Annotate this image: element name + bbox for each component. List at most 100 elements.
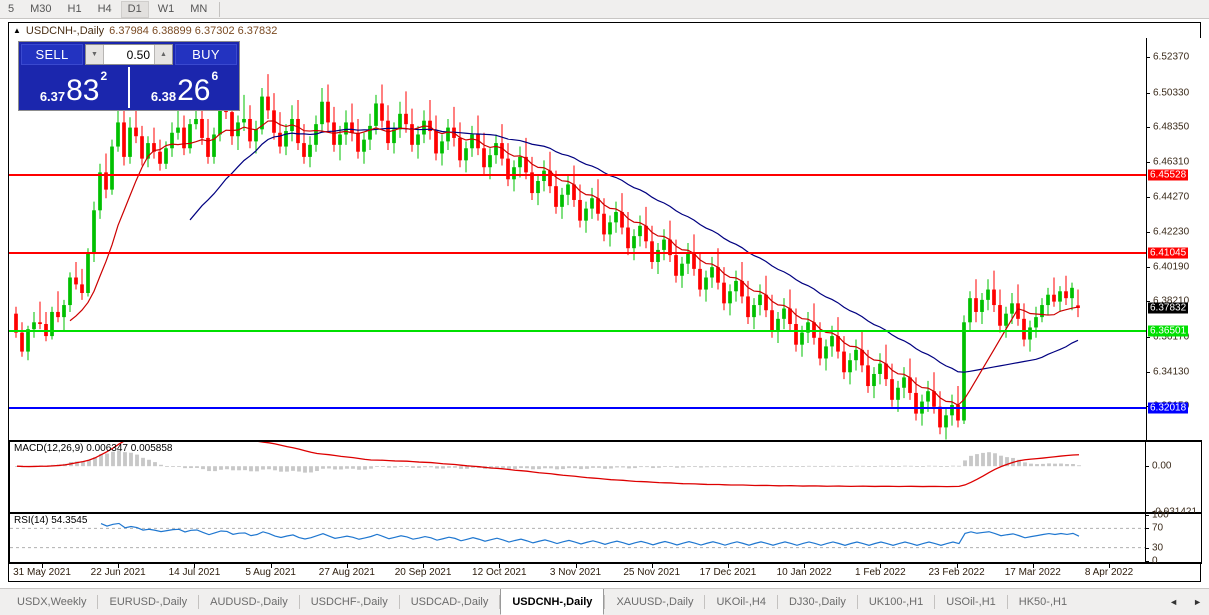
pivot-line[interactable] (9, 407, 1161, 410)
date-tick (727, 564, 729, 568)
tab-divider (1006, 595, 1008, 609)
rsi-scale[interactable]: 100 70 30 0 (1145, 510, 1201, 567)
sell-price-prefix: 6.37 (39, 89, 66, 104)
macd-tick (1146, 466, 1149, 468)
chevron-up-icon[interactable]: ▲ (154, 45, 172, 64)
resistance-line[interactable] (9, 251, 1161, 254)
date-axis[interactable]: 31 May 2021 22 Jun 2021 14 Jul 2021 5 Aug 2… (9, 563, 1202, 581)
tab-divider (856, 595, 858, 609)
resistance-price-label[interactable]: 6.41045 (1148, 247, 1189, 259)
chart-tab-audusd-daily[interactable]: AUDUSD-,Daily (210, 596, 288, 608)
date-tick-label: 8 Apr 2022 (1084, 567, 1134, 578)
sell-price[interactable]: 6.37 83 2 (19, 67, 128, 108)
volume-input[interactable]: 0.50 (126, 47, 150, 62)
date-tick (575, 564, 577, 568)
timeframe-button-5[interactable]: 5 (8, 2, 15, 15)
date-tick-label: 10 Jan 2022 (776, 567, 832, 578)
date-tick-label: 31 May 2021 (13, 567, 71, 578)
macd-pane[interactable]: MACD(12,26,9) 0.006347 0.005858 0.00 -0.0… (9, 441, 1202, 518)
price-tick (1147, 92, 1150, 94)
resistance-line[interactable] (9, 174, 1161, 177)
date-tick (804, 564, 806, 568)
chart-tab-uk100-h1[interactable]: UK100-,H1 (868, 596, 924, 608)
chart-tab-usdcnh-daily[interactable]: USDCNH-,Daily (500, 589, 605, 615)
tab-divider (499, 595, 501, 609)
price-tick (1147, 371, 1150, 373)
chart-tab-ukoil-h4[interactable]: UKOil-,H4 (716, 596, 766, 608)
date-tick-label: 1 Feb 2022 (855, 567, 906, 578)
price-tick-label: 6.44270 (1153, 191, 1190, 203)
date-tick-label: 5 Aug 2021 (245, 567, 296, 578)
triangle-left-icon[interactable]: ◄ (1169, 597, 1179, 607)
price-tick-label: 6.48350 (1153, 121, 1190, 133)
chart-tab-dj30-daily[interactable]: DJ30-,Daily (788, 596, 846, 608)
date-tick-label: 17 Dec 2021 (699, 567, 757, 578)
current-price-price-label[interactable]: 6.37832 (1148, 302, 1189, 314)
timeframe-button-w1[interactable]: W1 (157, 2, 175, 15)
price-tick-label: 6.52370 (1153, 51, 1190, 63)
macd-tick-label: 0.00 (1152, 460, 1172, 472)
chart-tab-hk50-h1[interactable]: HK50-,H1 (1018, 596, 1068, 608)
chart-tab-usdx-weekly[interactable]: USDX,Weekly (17, 596, 87, 608)
tab-divider (398, 595, 400, 609)
pivot-price-label[interactable]: 6.32018 (1148, 402, 1189, 414)
one-click-trading-panel[interactable]: SELL ▼ 0.50 ▲ BUY 6.37 83 2 6.38 26 6 (18, 41, 240, 111)
date-tick (423, 564, 425, 568)
price-pane[interactable]: 6.52370 6.50330 6.48350 6.46310 6.44270 6.422… (9, 38, 1202, 441)
price-tick (1147, 197, 1150, 199)
price-tick (1147, 336, 1150, 338)
price-tick (1147, 126, 1150, 128)
resistance-price-label[interactable]: 6.45528 (1148, 169, 1189, 181)
timeframe-button-h1[interactable]: H1 (67, 2, 82, 15)
collapse-triangle-icon[interactable]: ▲ (13, 26, 21, 35)
chart-tab-usoil-h1[interactable]: USOil-,H1 (946, 596, 996, 608)
chart-tab-usdchf-daily[interactable]: USDCHF-,Daily (310, 596, 388, 608)
date-tick (1109, 564, 1110, 568)
rsi-tick-label: 0 (1152, 555, 1158, 567)
price-scale[interactable]: 6.52370 6.50330 6.48350 6.46310 6.44270 6.422… (1146, 38, 1202, 440)
chart-symbol-label: USDCNH-,Daily (25, 24, 105, 37)
price-tick (1147, 57, 1150, 59)
tab-divider (704, 595, 706, 609)
date-tick-label: 14 Jul 2021 (168, 567, 221, 578)
rsi-label: RSI(14) 54.3545 (14, 515, 88, 526)
date-tick-label: 20 Sep 2021 (394, 567, 452, 578)
timeframe-button-h4[interactable]: H4 (97, 2, 112, 15)
timeframe-button-m30[interactable]: M30 (30, 2, 52, 15)
sell-price-fraction: 2 (100, 69, 108, 83)
rsi-tick (1146, 528, 1149, 530)
timeframe-button-d1[interactable]: D1 (120, 0, 149, 18)
price-plot-area[interactable] (9, 38, 1161, 440)
chevron-down-icon[interactable]: ▼ (86, 45, 104, 64)
support-line[interactable] (9, 329, 1161, 332)
date-tick (270, 564, 272, 568)
chart-tab-eurusd-daily[interactable]: EURUSD-,Daily (109, 596, 188, 608)
sell-button[interactable]: SELL (21, 44, 83, 65)
chart-tab-bar: USDX,Weekly EURUSD-,Daily AUDUSD-,Daily USD… (0, 588, 1209, 615)
date-tick (880, 564, 882, 568)
buy-price-prefix: 6.38 (150, 89, 177, 104)
chart-tab-xauusd-daily[interactable]: XAUUSD-,Daily (616, 596, 694, 608)
price-tick-label: 6.50330 (1153, 87, 1190, 99)
rsi-plot-area[interactable] (10, 514, 1162, 562)
chart-header: ▲ USDCNH-,Daily 6.37984 6.38899 6.37302 … (9, 23, 1200, 38)
buy-button[interactable]: BUY (175, 44, 237, 65)
support-price-label[interactable]: 6.36501 (1148, 325, 1189, 337)
timeframe-button-mn[interactable]: MN (190, 2, 208, 15)
tab-divider (604, 595, 606, 609)
triangle-right-icon[interactable]: ► (1193, 597, 1202, 607)
date-tick-label: 27 Aug 2021 (318, 567, 375, 578)
macd-plot-area[interactable] (10, 442, 1162, 512)
price-tick (1147, 232, 1150, 234)
rsi-pane[interactable]: RSI(14) 54.3545 100 70 30 0 (9, 510, 1202, 567)
volume-stepper[interactable]: ▼ 0.50 ▲ (85, 44, 173, 65)
date-tick (651, 564, 653, 568)
tab-scroll-controls: ◄ ► (1156, 589, 1209, 615)
chart-tab-usdcad-daily[interactable]: USDCAD-,Daily (410, 596, 489, 608)
date-tick (42, 564, 43, 568)
buy-price-fraction: 6 (211, 69, 219, 83)
buy-price[interactable]: 6.38 26 6 (128, 67, 239, 108)
oct-prices-row: 6.37 83 2 6.38 26 6 (19, 67, 239, 108)
macd-scale[interactable]: 0.00 -0.031421 (1145, 442, 1201, 518)
